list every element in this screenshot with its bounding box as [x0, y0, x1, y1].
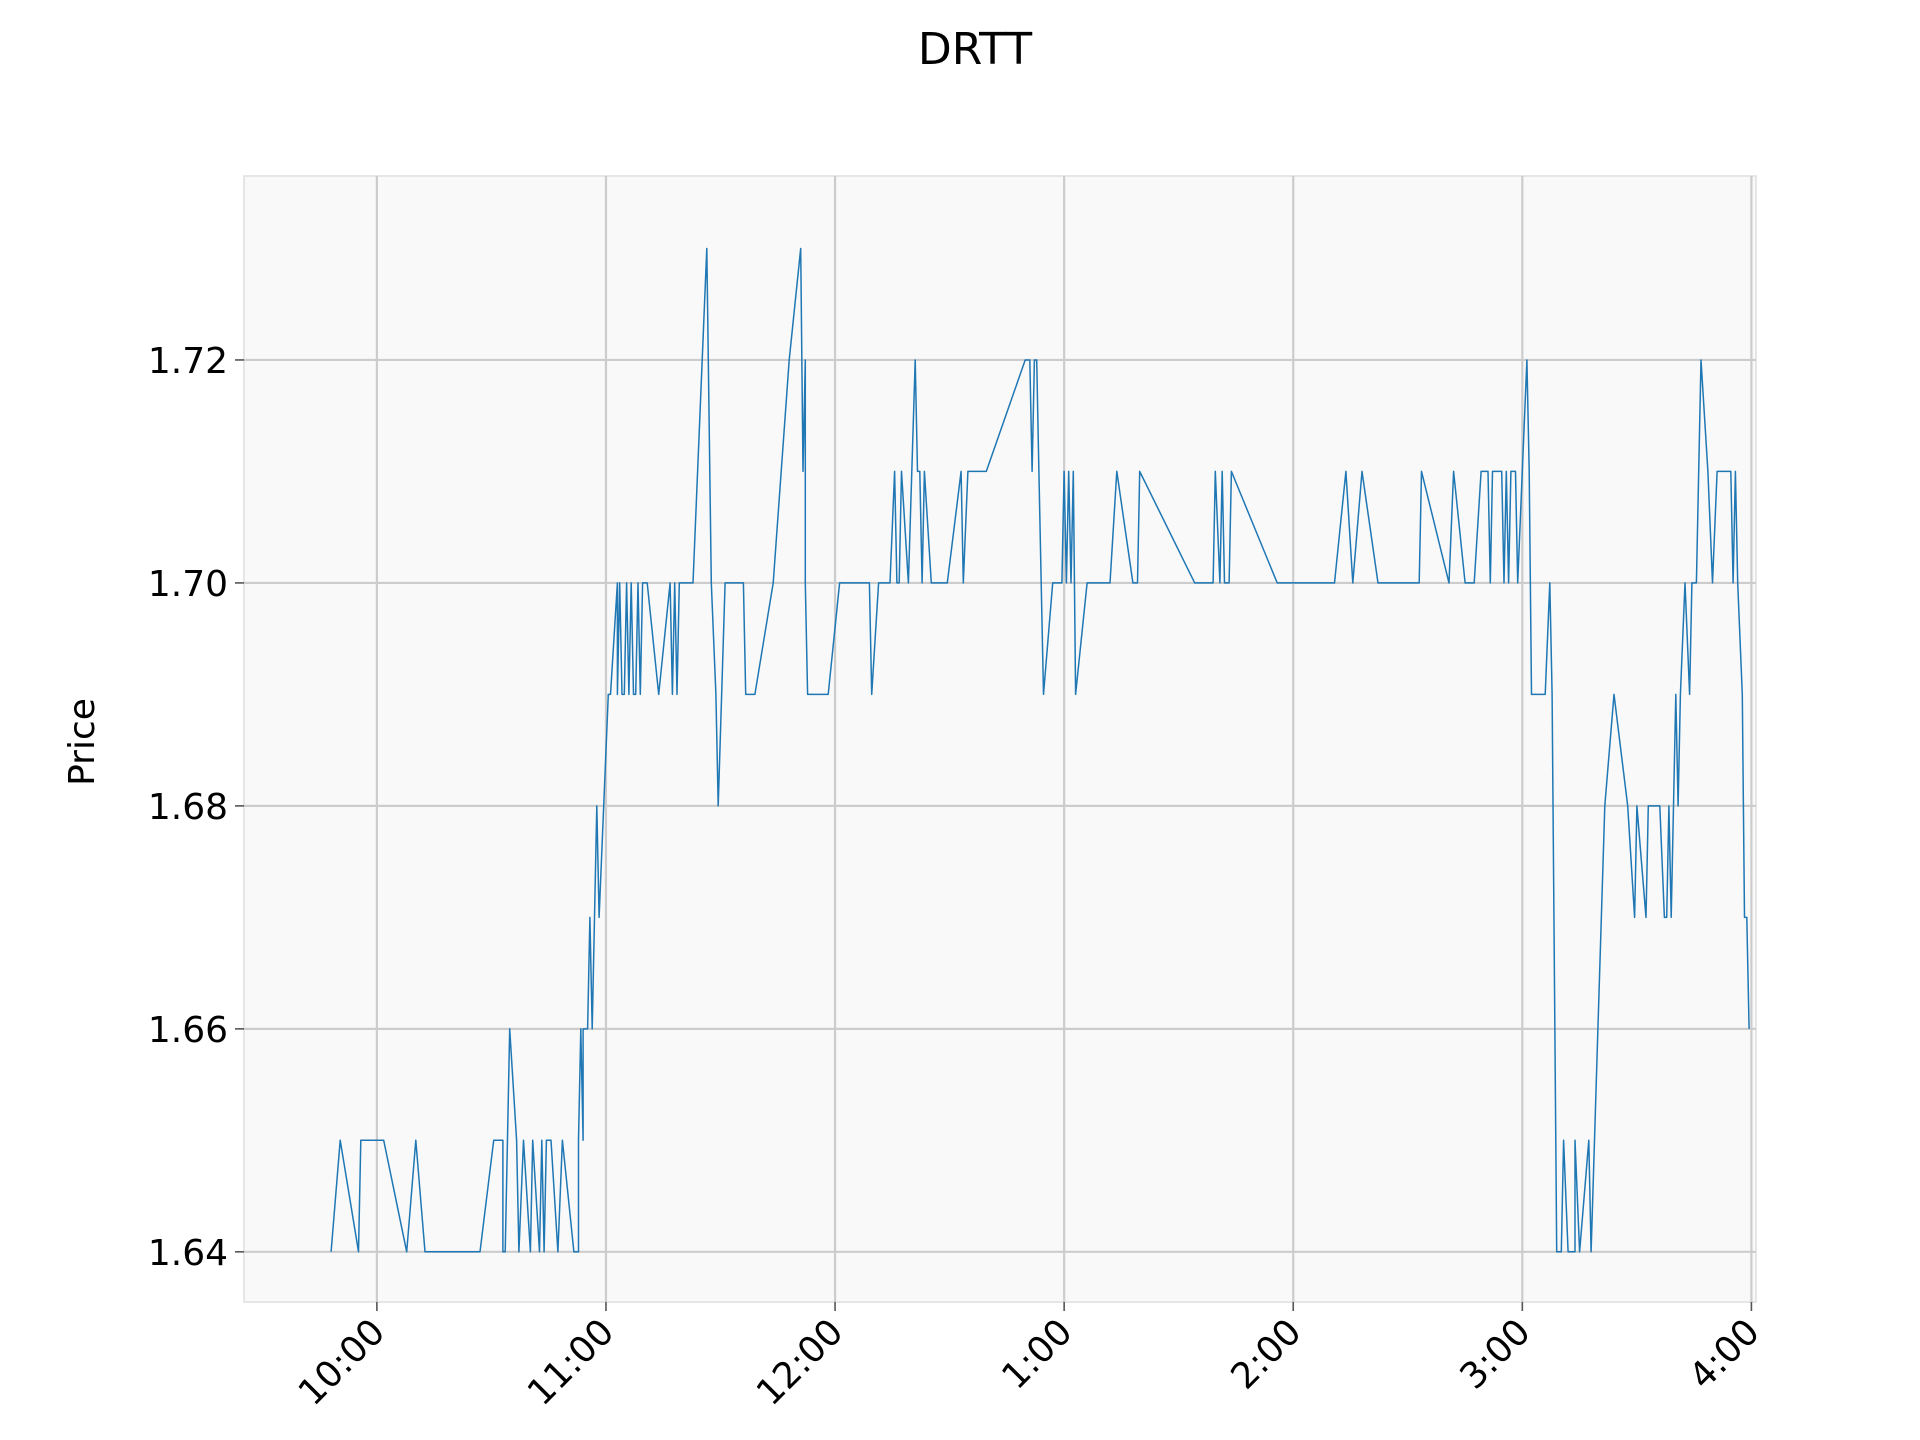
y-tick-label: 1.64	[148, 1233, 228, 1274]
series-layer	[330, 247, 1750, 1253]
chart-title: DRTT	[918, 24, 1032, 75]
series-line-drtt	[330, 247, 1750, 1253]
x-tick-label: 1:00	[994, 1311, 1080, 1397]
y-tick-label: 1.70	[148, 564, 228, 605]
x-tick-label: 11:00	[520, 1311, 622, 1413]
y-tick-label: 1.66	[148, 1010, 228, 1051]
x-tick-label: 3:00	[1453, 1311, 1539, 1397]
y-axis-label: Price	[62, 698, 103, 786]
y-tick-label: 1.68	[148, 787, 228, 828]
plot-area	[243, 175, 1757, 1303]
x-tick-label: 2:00	[1223, 1311, 1309, 1397]
x-axis-ticks: 10:00 11:00 12:00 1:00 2:00 3:00 4:00	[291, 1302, 1768, 1414]
x-tick-label: 4:00	[1682, 1311, 1768, 1397]
x-gridlines	[375, 176, 1753, 1302]
y-tick-label: 1.72	[148, 341, 228, 382]
x-tick-label: 10:00	[291, 1311, 393, 1413]
x-tick-label: 12:00	[749, 1311, 851, 1413]
y-axis-ticks: 1.64 1.66 1.68 1.70 1.72	[148, 341, 244, 1274]
